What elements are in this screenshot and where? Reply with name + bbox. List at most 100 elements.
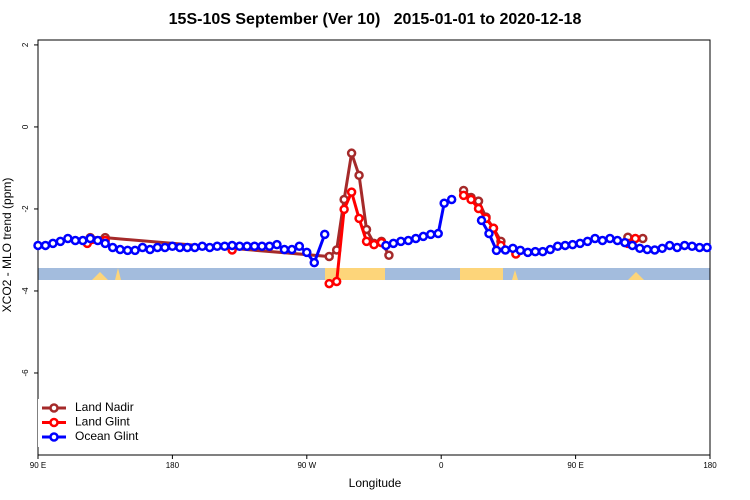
- land-spike: [115, 268, 121, 280]
- data-point: [612, 235, 623, 246]
- y-tick-label: 0: [21, 124, 30, 129]
- data-point: [130, 245, 140, 256]
- data-point: [361, 236, 372, 247]
- y-axis-label: XCO2 - MLO trend (ppm): [0, 178, 14, 313]
- data-point: [491, 245, 502, 256]
- data-point: [466, 194, 476, 205]
- data-point: [242, 241, 252, 252]
- data-point: [219, 241, 230, 252]
- legend-label: Ocean Glint: [75, 429, 139, 443]
- legend-label: Land Glint: [75, 415, 130, 429]
- data-point: [582, 236, 593, 247]
- data-point: [411, 233, 421, 244]
- data-point: [324, 278, 334, 289]
- data-point: [152, 242, 163, 253]
- data-point: [212, 241, 222, 252]
- data-point: [70, 235, 81, 246]
- data-point: [560, 240, 570, 251]
- data-point: [575, 238, 585, 249]
- data-point: [331, 276, 342, 287]
- data-point: [590, 233, 600, 244]
- data-point: [346, 187, 357, 197]
- y-tick-label: -6: [21, 369, 30, 377]
- data-point: [107, 242, 118, 253]
- data-point: [687, 241, 697, 252]
- data-point: [642, 244, 653, 255]
- x-tick-label: 0: [439, 461, 444, 470]
- y-tick-label: -2: [21, 205, 30, 213]
- data-point: [279, 244, 290, 255]
- data-point: [175, 242, 185, 253]
- data-point: [160, 242, 170, 253]
- data-point: [664, 240, 675, 251]
- x-tick-label: 180: [703, 461, 717, 470]
- x-tick-label: 90 W: [297, 461, 316, 470]
- data-point: [439, 198, 449, 208]
- data-point: [418, 231, 429, 242]
- data-point: [627, 240, 638, 251]
- data-point: [309, 257, 320, 268]
- data-point: [384, 250, 394, 261]
- surface-mask: [38, 268, 710, 280]
- data-point: [597, 235, 608, 246]
- data-point: [672, 242, 682, 253]
- x-tick-label: 90 E: [567, 461, 583, 470]
- data-point: [523, 247, 533, 258]
- data-point: [324, 251, 334, 262]
- data-point: [484, 228, 494, 239]
- data-point: [679, 240, 690, 251]
- data-point: [649, 245, 660, 255]
- data-point: [694, 242, 705, 253]
- data-point: [354, 170, 364, 181]
- data-point: [294, 241, 305, 252]
- land-spike: [92, 272, 108, 280]
- data-point: [635, 243, 645, 254]
- data-point: [508, 243, 518, 254]
- data-point: [55, 236, 66, 247]
- data-point: [40, 240, 51, 251]
- legend-marker: [49, 432, 59, 442]
- land-spike: [512, 270, 518, 280]
- data-point: [346, 148, 357, 158]
- data-point: [167, 241, 178, 252]
- data-point: [48, 238, 58, 249]
- data-point: [369, 239, 379, 250]
- data-point: [500, 245, 511, 255]
- data-point: [702, 242, 712, 253]
- data-point: [403, 235, 414, 246]
- data-point: [388, 238, 399, 249]
- data-point: [515, 245, 526, 256]
- land-band: [325, 268, 385, 280]
- data-point: [433, 228, 443, 239]
- y-tick-label: 2: [21, 42, 30, 47]
- data-point: [100, 238, 110, 249]
- data-point: [190, 242, 200, 253]
- legend-label: Land Nadir: [75, 400, 134, 414]
- data-point: [530, 246, 541, 257]
- data-point: [605, 233, 615, 244]
- data-point: [78, 235, 88, 246]
- x-tick-label: 90 E: [30, 461, 46, 470]
- data-point: [145, 244, 155, 255]
- data-point: [63, 233, 73, 244]
- data-point: [197, 241, 208, 252]
- land-band: [460, 268, 503, 280]
- data-point: [227, 240, 237, 251]
- data-point: [638, 233, 648, 244]
- data-point: [476, 215, 487, 226]
- data-point: [257, 241, 267, 252]
- data-point: [657, 243, 667, 254]
- data-point: [319, 229, 330, 240]
- data-point: [381, 240, 391, 251]
- data-point: [115, 244, 125, 255]
- data-point: [85, 233, 96, 244]
- data-point: [567, 239, 578, 250]
- data-point: [458, 190, 469, 201]
- data-point: [204, 242, 215, 253]
- data-point: [264, 241, 275, 252]
- data-point: [552, 241, 563, 252]
- data-point: [396, 236, 406, 247]
- land-spike: [628, 272, 644, 280]
- data-point: [287, 244, 297, 255]
